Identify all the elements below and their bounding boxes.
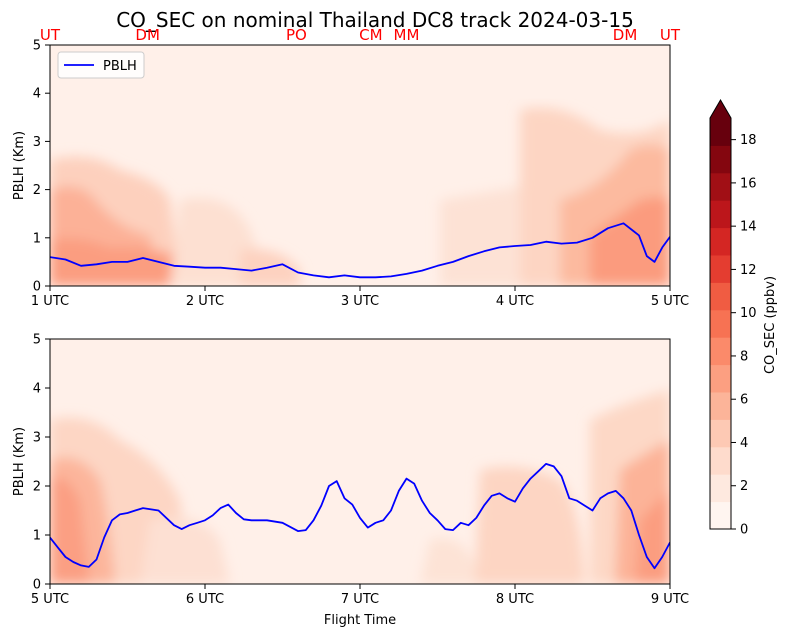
top-ylabel: PBLH (Km) — [12, 131, 27, 200]
bottom-ytick-label: 2 — [33, 480, 41, 495]
top-ytick-label: 2 — [33, 183, 41, 198]
colorbar-segment — [710, 364, 731, 393]
top-ytick-label: 1 — [33, 231, 41, 246]
site-label: PO — [286, 26, 307, 44]
bottom-ytick-label: 5 — [33, 333, 41, 348]
legend: PBLH — [57, 51, 145, 79]
bottom-ytick-label: 0 — [33, 578, 41, 593]
colorbar-tick-label: 2 — [740, 479, 748, 494]
colorbar-segment — [710, 200, 731, 229]
bottom-ytick-label: 3 — [33, 431, 41, 446]
top-xtick-label: 4 UTC — [496, 294, 534, 309]
top-xtick-label: 1 UTC — [31, 294, 69, 309]
legend-label-pblh: PBLH — [103, 59, 137, 74]
bottom-xtick-label: 9 UTC — [651, 592, 689, 607]
bottom-series-layer — [50, 463, 670, 570]
bottom-xlabel: Flight Time — [324, 613, 396, 628]
bottom-xtick-label: 5 UTC — [31, 592, 69, 607]
colorbar-segment — [710, 282, 731, 311]
top-xtick-label: 3 UTC — [341, 294, 379, 309]
top-ytick-label: 4 — [33, 87, 41, 102]
site-label: UT — [660, 26, 681, 44]
colorbar-frame — [709, 99, 732, 530]
colorbar-segment — [710, 392, 731, 420]
colorbar-segment — [710, 446, 731, 475]
bottom-panel: 5 UTC 6 UTC 7 UTC 8 UTC 9 UTC 0 1 2 3 4 5 PBLH (Km… — [12, 333, 689, 629]
top-series-layer — [50, 222, 670, 279]
top-ytick-label: 5 — [33, 39, 41, 54]
colorbar-segment — [710, 118, 731, 146]
site-label: UT — [40, 26, 61, 44]
colorbar-segment — [710, 227, 731, 256]
bottom-xtick-label: 6 UTC — [186, 592, 224, 607]
colorbar-segment — [710, 419, 731, 448]
bottom-ytick-label: 4 — [33, 382, 41, 397]
bottom-ylabel: PBLH (Km) — [12, 427, 27, 496]
bottom-ytick-label: 1 — [33, 529, 41, 544]
site-label: DM — [135, 26, 160, 44]
colorbar-segment — [710, 255, 731, 283]
top-series-line-pblh — [50, 222, 670, 279]
colorbar-segment — [710, 501, 731, 530]
top-contour-field — [50, 107, 670, 286]
colorbar-tick-label: 18 — [740, 133, 757, 148]
top-ytick-label: 3 — [33, 135, 41, 150]
top-xtick-label: 2 UTC — [186, 294, 224, 309]
legend-box — [57, 51, 145, 79]
bottom-xtick-label: 8 UTC — [496, 592, 534, 607]
colorbar-segment — [710, 145, 731, 174]
site-label: MM — [394, 26, 420, 44]
top-axes: 1 UTC 2 UTC 3 UTC 4 UTC 5 UTC 0 1 2 3 4 5 — [31, 39, 689, 310]
colorbar-segment — [710, 309, 731, 338]
colorbar-tick-label: 16 — [740, 176, 757, 191]
site-label: DM — [613, 26, 638, 44]
chart-title: CO_SEC on nominal Thailand DC8 track 202… — [116, 8, 634, 32]
colorbar-segment — [710, 337, 731, 366]
colorbar-tick-label: 4 — [740, 436, 748, 451]
site-label: CM — [359, 26, 382, 44]
top-xtick-label: 5 UTC — [651, 294, 689, 309]
colorbar-tick-label: 12 — [740, 263, 757, 278]
colorbar-tick-label: 10 — [740, 306, 757, 321]
colorbar-tick-label: 0 — [740, 523, 748, 538]
colorbar-label: CO_SEC (ppbv) — [763, 276, 778, 374]
top-ytick-label: 0 — [33, 280, 41, 295]
bottom-axes: 5 UTC 6 UTC 7 UTC 8 UTC 9 UTC 0 1 2 3 4 5 — [31, 333, 689, 608]
colorbar-extend-arrow — [710, 100, 731, 118]
colorbar: 0 2 4 6 8 10 12 14 16 18 — [709, 99, 757, 538]
top-panel: 1 UTC 2 UTC 3 UTC 4 UTC 5 UTC 0 1 2 3 4 5 UT DM PO CM… — [12, 26, 689, 309]
site-labels: UT DM PO CM MM DM UT — [40, 26, 681, 44]
colorbar-tick-label: 6 — [740, 393, 748, 408]
bottom-xtick-label: 7 UTC — [341, 592, 379, 607]
bottom-series-line-pblh — [50, 463, 670, 570]
colorbar-tick-label: 8 — [740, 349, 748, 364]
colorbar-tick-label: 14 — [740, 220, 757, 235]
colorbar-segment — [710, 172, 731, 201]
colorbar-segment — [710, 474, 731, 503]
